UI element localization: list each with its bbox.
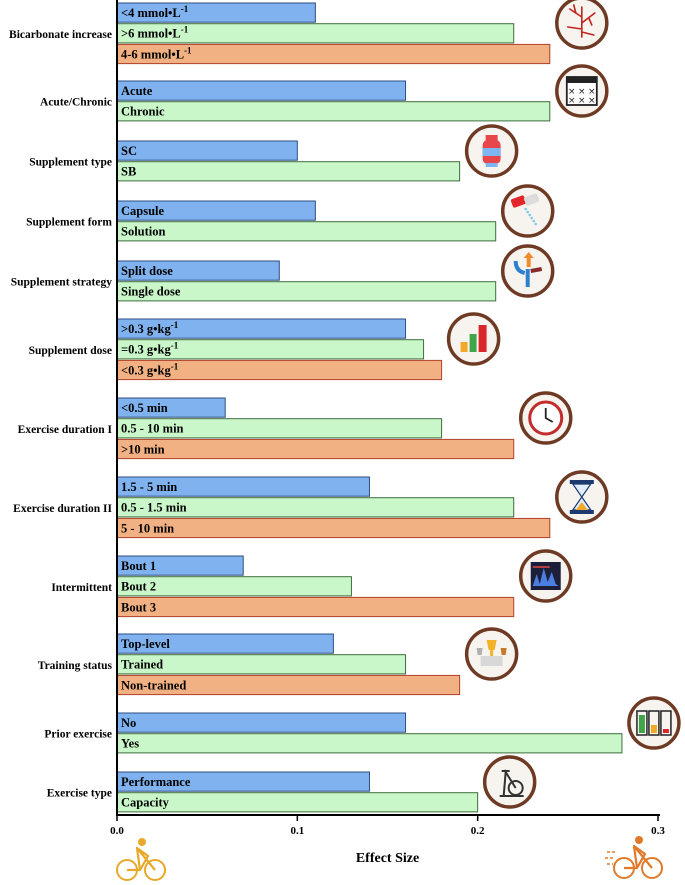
bar-label: Split dose (121, 264, 173, 278)
signal-chart-icon (518, 549, 573, 603)
trophy-icon (464, 627, 519, 681)
group-3: Capsule Solution Supplement form (26, 200, 497, 242)
group-4: Split dose Single dose Supplement strategy (11, 260, 497, 302)
bar-label: 1.5 - 5 min (121, 480, 177, 494)
bar-label: No (121, 716, 136, 730)
bar (116, 596, 515, 618)
group-8: Bout 1 Bout 2 Bout 3 Intermittent (51, 555, 515, 618)
bar-label: >10 min (121, 442, 165, 456)
group-5: >0.3 g•kg-1 =0.3 g•kg-1 <0.3 g•kg-1 Supplem… (29, 318, 443, 381)
bar (116, 161, 461, 182)
bar-label: 0.5 - 1.5 min (121, 501, 187, 515)
bar-label: Performance (121, 775, 191, 789)
axis-layer: 0.0 0.1 0.2 0.3 Effect Size (110, 0, 665, 866)
category-label: Bicarbonate increase (9, 29, 112, 41)
category-label: Exercise duration I (18, 424, 113, 436)
bar (116, 101, 551, 122)
group-7: 1.5 - 5 min 0.5 - 1.5 min 5 - 10 min Exerci… (13, 476, 551, 539)
svg-text:×: × (588, 96, 596, 106)
supplement-bottle-icon (464, 124, 519, 178)
calendar-icon: × × ×× × × (555, 64, 609, 118)
group-0: <4 mmol•L-1 >6 mmol•L-1 4-6 mmol•L-1 Bicarb… (9, 2, 551, 65)
bar-label: Yes (121, 737, 139, 751)
group-1: Acute Chronic Acute/Chronic (40, 80, 551, 122)
bar-chart-icon (446, 312, 501, 366)
category-label: Exercise duration II (13, 503, 112, 515)
bar-label: Acute (121, 84, 153, 98)
bar-label: SC (121, 144, 137, 158)
bar-label: Top-level (121, 637, 170, 651)
bars-layer: <4 mmol•L-1 >6 mmol•L-1 4-6 mmol•L-1 Bicarb… (9, 2, 623, 813)
group-6: <0.5 min 0.5 - 10 min >10 min Exercise dura… (18, 397, 515, 460)
category-label: Acute/Chronic (40, 97, 112, 109)
group-9: Top-level Trained Non-trained Training stat… (38, 633, 461, 696)
category-label: Supplement form (26, 217, 112, 229)
x-axis-title: Effect Size (356, 851, 419, 866)
group-10: No Yes Prior exercise (44, 712, 623, 754)
bar-label: 4-6 mmol•L-1 (121, 45, 192, 61)
group-11: Performance Capacity Exercise type (47, 771, 479, 813)
svg-text:×: × (588, 87, 596, 97)
bar (116, 792, 479, 813)
clock-icon (518, 391, 573, 445)
bar-label: Capsule (121, 204, 165, 218)
cyclist-icon (116, 838, 166, 881)
blood-vessels-icon (555, 0, 609, 50)
bar-label: >0.3 g•kg-1 (121, 320, 179, 336)
exercise-bike-icon (482, 755, 537, 809)
bar-label: Chronic (121, 105, 165, 119)
bar (116, 517, 551, 539)
category-label: Intermittent (51, 582, 112, 594)
svg-text:×: × (568, 87, 576, 97)
bar-label: <0.3 g•kg-1 (121, 361, 179, 377)
x-tick-label: 0.0 (110, 825, 124, 837)
bar-label: =0.3 g•kg-1 (121, 341, 179, 357)
category-label: Supplement type (29, 157, 112, 169)
icons-layer: × × ×× × × (116, 0, 681, 881)
x-tick-label: 0.1 (290, 825, 304, 837)
bar-label: Trained (121, 658, 163, 672)
capsule-pour-icon (500, 184, 555, 238)
hourglass-icon (555, 470, 609, 524)
bar (116, 733, 623, 754)
category-label: Exercise type (47, 788, 112, 800)
x-tick-label: 0.3 (651, 825, 665, 837)
bar (116, 712, 407, 733)
battery-icon (627, 696, 681, 750)
bar-label: SB (121, 165, 136, 179)
bar-label: Bout 1 (121, 559, 156, 573)
bar-label: <4 mmol•L-1 (121, 4, 189, 20)
category-label: Supplement strategy (11, 277, 113, 289)
bar-label: Solution (121, 225, 166, 239)
bar (116, 221, 497, 242)
category-label: Training status (38, 660, 113, 672)
bar-label: Bout 2 (121, 580, 156, 594)
split-arrows-icon (500, 244, 555, 298)
group-2: SC SB Supplement type (29, 140, 461, 182)
bar-label: Bout 3 (121, 600, 156, 614)
svg-text:×: × (578, 87, 586, 97)
bar-label: Single dose (121, 285, 181, 299)
svg-text:×: × (568, 96, 576, 106)
bar-label: Capacity (121, 796, 170, 810)
category-label: Prior exercise (44, 729, 112, 741)
bar (116, 438, 515, 460)
bar-label: 0.5 - 10 min (121, 422, 184, 436)
bar-label: <0.5 min (121, 401, 168, 415)
bar-label: >6 mmol•L-1 (121, 25, 189, 41)
bar (116, 80, 407, 101)
category-label: Supplement dose (29, 345, 112, 357)
x-tick-label: 0.2 (471, 825, 485, 837)
svg-text:×: × (578, 96, 586, 106)
fast-cyclist-icon (605, 836, 663, 879)
bar-label: Non-trained (121, 678, 186, 692)
bar-label: 5 - 10 min (121, 521, 174, 535)
bar (116, 140, 298, 161)
